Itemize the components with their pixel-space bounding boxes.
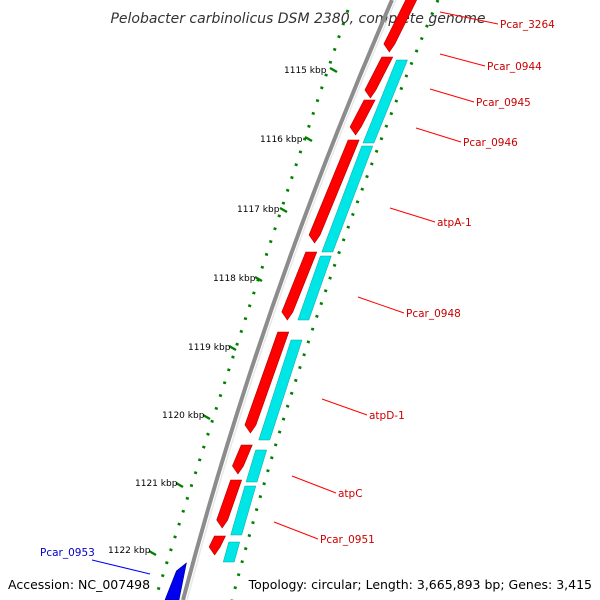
gene-label-Pcar_0953[interactable]: Pcar_0953 (40, 547, 95, 559)
reverse-gene-0[interactable] (164, 562, 187, 600)
gc-content-track-outer (230, 0, 440, 600)
gene-label-atpA-1[interactable]: atpA-1 (437, 217, 472, 229)
scale-tick-mark (202, 413, 211, 421)
scale-tick-label: 1115 kbp (284, 66, 327, 76)
label-layer: Pcar_3264 Pcar_0944 Pcar_0945 Pcar_0946 atpA… (40, 11, 555, 575)
scale-tick-label: 1122 kbp (108, 546, 151, 556)
scale-tick-label: 1121 kbp (135, 479, 178, 489)
gene-label-connector (291, 475, 337, 494)
map-title: Pelobacter carbinolicus DSM 2380, comple… (110, 11, 485, 27)
cds-block-5[interactable] (230, 485, 257, 536)
forward-gene-4[interactable] (281, 251, 318, 321)
gene-label-connector (273, 521, 319, 540)
gene-label-connector (321, 398, 368, 416)
gene-label-connector (429, 88, 475, 103)
scale-tick-label: 1118 kbp (213, 274, 256, 284)
scale-tick-mark (279, 206, 288, 214)
gene-label-connector (91, 559, 151, 575)
gene-label-Pcar_0951[interactable]: Pcar_0951 (320, 534, 375, 546)
forward-gene-6[interactable] (232, 444, 253, 475)
gene-label-Pcar_0948[interactable]: Pcar_0948 (406, 308, 461, 320)
cds-block-1[interactable] (321, 145, 374, 253)
forward-gene-3[interactable] (308, 139, 360, 244)
genome-backbone-highlight (186, 0, 397, 600)
gene-label-connector (415, 127, 462, 143)
cds-block-6[interactable] (222, 541, 241, 563)
forward-gene-5[interactable] (244, 331, 290, 434)
gene-label-connector (439, 53, 486, 67)
scale-tick-mark (175, 481, 184, 489)
gene-label-connector (439, 11, 499, 25)
scale-tick-label: 1116 kbp (260, 135, 303, 145)
cds-block-2[interactable] (297, 255, 332, 321)
cds-block-3[interactable] (258, 339, 303, 441)
scale-tick-mark (254, 275, 263, 283)
forward-gene-1[interactable] (364, 56, 394, 99)
cds-block-4[interactable] (245, 449, 268, 483)
forward-gene-0[interactable] (383, 0, 419, 53)
gene-label-atpC[interactable]: atpC (338, 488, 363, 500)
forward-gene-8[interactable] (208, 535, 226, 556)
scale-tick-mark (228, 344, 237, 352)
scale-tick-mark (148, 549, 157, 557)
forward-gene-2[interactable] (349, 99, 376, 136)
gc-content-track-inner (153, 9, 350, 600)
feature-layer (164, 0, 419, 600)
gene-label-Pcar_0946[interactable]: Pcar_0946 (463, 137, 518, 149)
scale-tick-layer: 1115 kbp 1116 kbp 1117 kbp 1118 kbp 1119 kbp… (108, 66, 338, 557)
genome-backbone (181, 0, 394, 600)
scale-tick-mark (304, 135, 313, 143)
scale-tick-label: 1117 kbp (237, 205, 280, 215)
scale-tick-label: 1119 kbp (188, 343, 231, 353)
gene-label-Pcar_0944[interactable]: Pcar_0944 (487, 61, 542, 73)
gene-label-connector (389, 207, 436, 223)
gene-label-Pcar_3264[interactable]: Pcar_3264 (500, 19, 555, 31)
topology-text: Topology: circular; Length: 3,665,893 bp… (248, 577, 592, 592)
gene-label-Pcar_0945[interactable]: Pcar_0945 (476, 97, 531, 109)
scale-tick-mark (329, 66, 338, 74)
forward-gene-7[interactable] (216, 479, 243, 529)
cds-block-0[interactable] (362, 59, 408, 144)
gene-label-atpD-1[interactable]: atpD-1 (369, 410, 405, 422)
accession-text: Accession: NC_007498 (8, 577, 151, 592)
gene-label-connector (357, 296, 405, 314)
scale-tick-label: 1120 kbp (162, 411, 205, 421)
